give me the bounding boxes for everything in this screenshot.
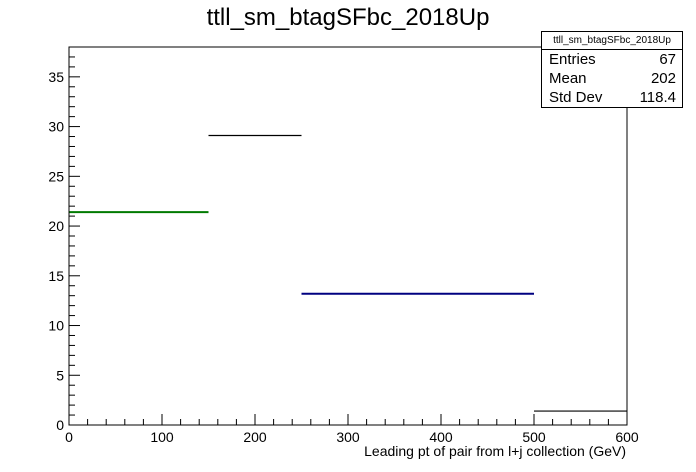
y-tick-label: 20 <box>48 218 64 234</box>
y-tick-label: 30 <box>48 119 64 135</box>
stats-box: ttll_sm_btagSFbc_2018Up Entries 67 Mean … <box>541 31 683 108</box>
stats-label: Entries <box>549 51 596 68</box>
stats-row-stddev: Std Dev 118.4 <box>542 88 682 107</box>
stats-row-mean: Mean 202 <box>542 69 682 88</box>
y-tick-label: 15 <box>48 268 64 284</box>
stats-label: Std Dev <box>549 89 603 106</box>
plot-frame <box>68 46 628 426</box>
x-tick-label: 500 <box>522 429 546 445</box>
x-tick-label: 200 <box>243 429 267 445</box>
x-tick-label: 300 <box>336 429 360 445</box>
chart-title: ttll_sm_btagSFbc_2018Up <box>206 4 490 31</box>
y-tick-label: 0 <box>56 417 64 433</box>
stats-value: 118.4 <box>639 89 676 106</box>
x-tick-label: 600 <box>615 429 639 445</box>
x-tick-label: 400 <box>429 429 453 445</box>
y-tick-label: 10 <box>48 318 64 334</box>
stats-box-title: ttll_sm_btagSFbc_2018Up <box>542 32 682 50</box>
x-tick-label: 100 <box>150 429 174 445</box>
x-tick-label: 0 <box>65 429 73 445</box>
x-axis-label: Leading pt of pair from l+j collection (… <box>364 443 626 459</box>
y-tick-label: 35 <box>48 69 64 85</box>
stats-label: Mean <box>549 70 587 87</box>
y-tick-label: 25 <box>48 168 64 184</box>
y-tick-label: 5 <box>56 367 64 383</box>
stats-value: 67 <box>659 51 676 68</box>
stats-row-entries: Entries 67 <box>542 50 682 69</box>
stats-value: 202 <box>650 70 676 87</box>
